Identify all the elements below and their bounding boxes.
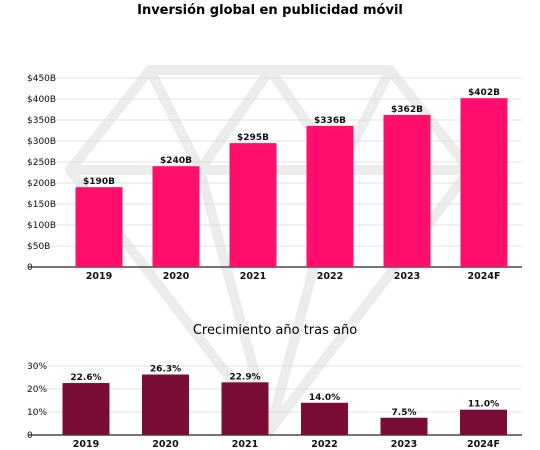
investment-data-label: $295B: [237, 133, 269, 143]
investment-bar-2019: [75, 187, 123, 267]
investment-y-tick-label: $300B: [27, 137, 56, 147]
watermark-outline: [65, 65, 475, 435]
investment-bar-2022: [306, 125, 354, 267]
growth-category-label: 2019: [73, 439, 99, 450]
growth-y-tick-label: 10%: [27, 408, 47, 418]
investment-bar-2024F: [460, 98, 508, 267]
growth-data-label: 26.3%: [150, 365, 181, 375]
investment-bar-2021: [229, 143, 277, 267]
investment-data-label: $336B: [314, 116, 346, 126]
investment-y-tick-label: $350B: [27, 116, 56, 126]
growth-data-label: 14.0%: [309, 393, 340, 403]
investment-bar-chart: 0 $50B $100B $150B $200B $250B $300B $350B $400B…: [27, 74, 522, 282]
investment-data-label: $362B: [391, 105, 423, 115]
growth-category-label: 2020: [152, 439, 179, 450]
investment-y-tick-label: $100B: [27, 221, 56, 231]
chart-title-growth: Crecimiento año tras año: [193, 323, 357, 338]
investment-y-tick-label: 0: [27, 263, 33, 273]
growth-category-label: 2021: [232, 439, 258, 450]
growth-bar-chart: 0 10% 20% 30% 22.6% 2019 26.3% 2020 22.9% 2021 14.…: [27, 362, 522, 450]
growth-data-label: 22.6%: [70, 373, 101, 383]
investment-bar-2023: [383, 114, 431, 268]
investment-category-label: 2022: [317, 271, 343, 282]
investment-y-tick-label: $400B: [27, 95, 56, 105]
growth-bar-2022: [301, 402, 348, 435]
investment-data-label: $402B: [468, 88, 500, 98]
investment-category-label: 2021: [240, 271, 266, 282]
growth-data-label: 22.9%: [229, 372, 260, 382]
growth-y-tick-label: 30%: [27, 362, 47, 372]
investment-data-label: $240B: [160, 156, 192, 166]
investment-bar-2020: [152, 166, 200, 267]
investment-category-label: 2023: [394, 271, 420, 282]
investment-category-label: 2020: [163, 271, 190, 282]
watermark-facets: [145, 67, 395, 435]
growth-bar-2019: [62, 383, 110, 435]
growth-bar-2023: [380, 417, 428, 435]
growth-bar-2021: [221, 382, 269, 435]
investment-y-tick-label: $150B: [27, 200, 56, 210]
growth-category-label: 2024F: [467, 439, 500, 450]
growth-y-tick-label: 0: [27, 431, 33, 441]
growth-category-label: 2023: [391, 439, 417, 450]
investment-y-tick-label: $250B: [27, 158, 56, 168]
growth-y-tick-label: 20%: [27, 385, 47, 395]
growth-data-label: 7.5%: [392, 408, 417, 418]
growth-category-label: 2022: [311, 439, 337, 450]
chart-title-main: Inversión global en publicidad móvil: [137, 3, 403, 18]
growth-data-label: 11.0%: [468, 400, 499, 410]
investment-y-tick-label: $450B: [27, 74, 56, 84]
growth-bar-2020: [142, 374, 189, 435]
investment-category-label: 2019: [86, 271, 112, 282]
investment-category-label: 2024F: [468, 271, 501, 282]
growth-bar-2024F: [460, 409, 507, 435]
investment-y-tick-label: $200B: [27, 179, 56, 189]
investment-y-tick-label: $50B: [27, 242, 50, 252]
investment-data-label: $190B: [83, 177, 115, 187]
